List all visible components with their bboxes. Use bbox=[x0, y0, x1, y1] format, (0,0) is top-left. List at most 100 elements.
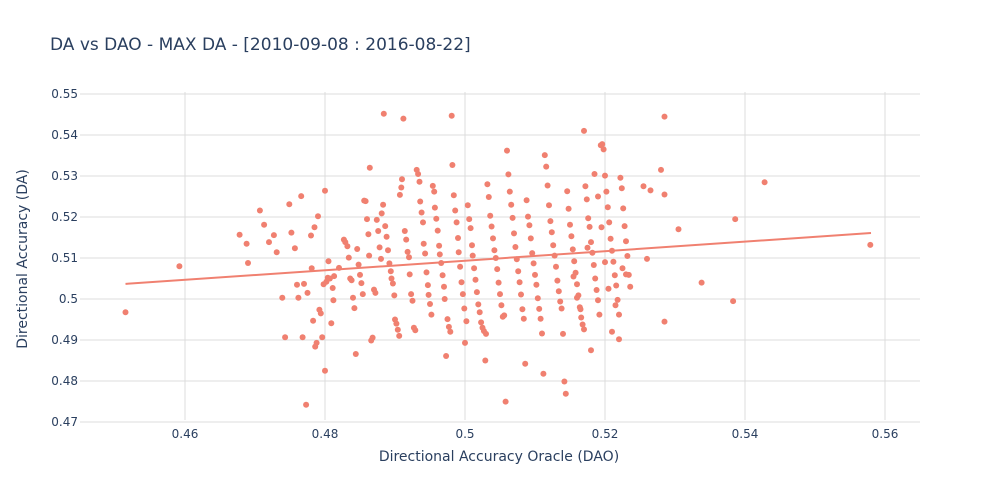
data-point bbox=[409, 297, 416, 304]
data-point bbox=[617, 174, 624, 181]
data-point bbox=[448, 112, 455, 119]
data-point bbox=[444, 316, 451, 323]
data-point bbox=[373, 216, 380, 223]
data-point bbox=[462, 339, 468, 346]
data-point bbox=[394, 326, 401, 333]
y-tick-label: 0.54 bbox=[51, 128, 78, 142]
data-point bbox=[447, 328, 454, 335]
data-point bbox=[315, 213, 321, 220]
data-point bbox=[647, 187, 654, 194]
data-point bbox=[352, 351, 359, 357]
data-point bbox=[463, 318, 470, 325]
data-point bbox=[550, 242, 557, 249]
y-tick-label: 0.49 bbox=[51, 333, 78, 347]
data-point bbox=[382, 223, 389, 230]
data-point bbox=[386, 260, 393, 267]
data-point bbox=[488, 223, 495, 230]
data-point bbox=[422, 250, 429, 257]
data-point bbox=[473, 289, 480, 296]
data-point bbox=[301, 280, 307, 287]
data-point bbox=[406, 271, 413, 278]
data-point bbox=[345, 254, 352, 261]
data-point bbox=[583, 196, 590, 203]
data-point bbox=[441, 296, 448, 302]
data-point bbox=[554, 277, 561, 284]
data-point bbox=[452, 207, 459, 214]
data-point bbox=[176, 263, 183, 270]
data-point bbox=[730, 298, 737, 305]
data-point bbox=[522, 360, 529, 367]
y-tick-label: 0.47 bbox=[51, 415, 78, 429]
data-point bbox=[401, 228, 408, 234]
data-point bbox=[388, 275, 395, 282]
data-point bbox=[536, 305, 543, 312]
data-point bbox=[295, 294, 302, 301]
data-point bbox=[476, 309, 483, 316]
data-point bbox=[487, 212, 494, 219]
data-point bbox=[475, 301, 482, 308]
data-point bbox=[286, 201, 293, 208]
data-point bbox=[661, 191, 668, 198]
data-point bbox=[408, 291, 415, 298]
data-point bbox=[243, 240, 250, 247]
data-point bbox=[439, 272, 446, 279]
data-point bbox=[310, 317, 317, 324]
data-point bbox=[609, 328, 615, 335]
data-point bbox=[616, 336, 622, 343]
data-point bbox=[605, 285, 612, 292]
data-point bbox=[458, 279, 465, 286]
data-point bbox=[593, 287, 600, 293]
data-point bbox=[519, 306, 526, 313]
data-point bbox=[581, 127, 587, 134]
data-point bbox=[412, 327, 419, 334]
data-point bbox=[469, 242, 475, 249]
data-point bbox=[606, 219, 613, 226]
data-point bbox=[431, 188, 438, 195]
x-tick-label: 0.54 bbox=[732, 427, 759, 441]
data-point bbox=[644, 255, 650, 262]
data-point bbox=[366, 252, 373, 259]
data-point bbox=[459, 291, 466, 298]
data-point bbox=[431, 204, 438, 211]
data-point bbox=[455, 249, 462, 256]
data-point bbox=[236, 231, 243, 238]
data-point bbox=[457, 263, 464, 270]
data-point bbox=[329, 285, 336, 291]
data-point bbox=[433, 215, 440, 222]
data-point bbox=[383, 233, 390, 240]
data-point bbox=[441, 283, 447, 290]
data-point bbox=[585, 215, 592, 222]
data-point bbox=[303, 401, 310, 408]
x-tick-label: 0.46 bbox=[172, 427, 199, 441]
data-point bbox=[544, 182, 551, 189]
data-point bbox=[548, 229, 555, 236]
data-point bbox=[546, 202, 552, 209]
data-point bbox=[351, 305, 358, 312]
data-point bbox=[354, 246, 361, 252]
data-point bbox=[595, 193, 601, 200]
data-point bbox=[562, 390, 569, 397]
data-point bbox=[466, 216, 473, 223]
data-point bbox=[483, 330, 489, 337]
data-point bbox=[502, 398, 509, 405]
data-point bbox=[322, 367, 328, 374]
data-point bbox=[623, 271, 629, 278]
data-point bbox=[512, 244, 519, 250]
x-axis-title: Directional Accuracy Oracle (DAO) bbox=[379, 449, 619, 465]
data-point bbox=[429, 182, 436, 189]
data-point bbox=[509, 214, 516, 221]
data-point bbox=[588, 347, 594, 354]
data-point bbox=[598, 224, 605, 231]
data-point bbox=[282, 334, 289, 341]
data-point bbox=[245, 260, 251, 266]
data-point bbox=[577, 306, 584, 313]
data-point bbox=[455, 235, 461, 241]
tick-labels: 0.47 0.48 0.49 0.5 0.51 0.52 0.53 0.54 0.55 0.46 0… bbox=[51, 87, 898, 441]
data-point bbox=[584, 244, 591, 251]
data-point bbox=[330, 297, 337, 304]
data-point bbox=[424, 282, 431, 289]
data-point bbox=[355, 261, 362, 268]
data-point bbox=[389, 280, 396, 287]
data-point bbox=[270, 232, 277, 239]
